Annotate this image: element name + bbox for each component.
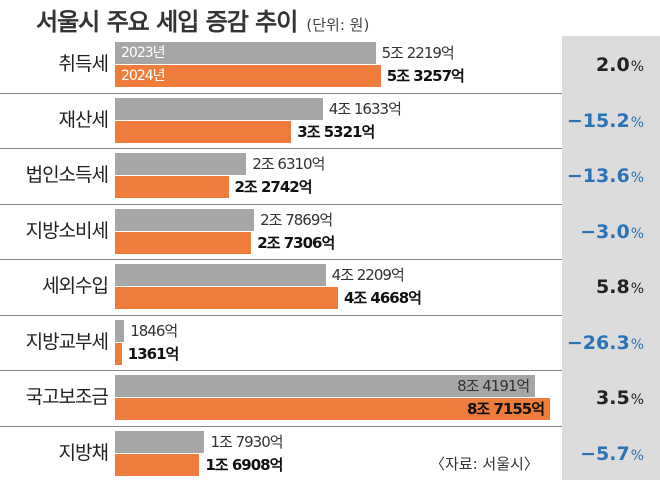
bar-2024 — [115, 287, 338, 309]
chart-title: 서울시 주요 세입 증감 추이 — [36, 8, 298, 36]
percent-sign: % — [630, 225, 644, 242]
row-divider — [0, 425, 562, 427]
legend-2024: 2024년 — [121, 68, 166, 84]
change-pct: 5.8% — [562, 275, 644, 301]
percent-sign: % — [630, 336, 644, 353]
change-value: 5.8 — [596, 276, 630, 298]
row-divider — [0, 370, 562, 371]
row-divider — [0, 259, 562, 260]
change-pct: −3.0% — [562, 220, 644, 246]
category-label: 지방교부세 — [25, 330, 109, 353]
value-label-2024: 8조 7155억 — [466, 400, 545, 418]
value-label-2024: 1조 6908억 — [205, 455, 283, 474]
change-pct: 2.0% — [562, 53, 644, 79]
change-pct: −13.6% — [562, 164, 644, 190]
category-label: 세외수입 — [42, 275, 109, 297]
value-label-2023: 2조 6310억 — [252, 155, 325, 173]
value-label-2024: 1361억 — [127, 344, 180, 363]
change-panel — [562, 36, 660, 480]
change-value: 2.0 — [596, 54, 630, 76]
change-pct: −15.2% — [562, 109, 644, 135]
value-label-2024: 4조 4668억 — [343, 289, 422, 307]
change-value: −3.0 — [580, 220, 630, 243]
bar-2023 — [115, 42, 376, 64]
row-divider — [0, 314, 562, 316]
change-value: −15.2 — [566, 109, 630, 132]
change-value: 3.5 — [596, 387, 630, 409]
percent-sign: % — [630, 114, 644, 131]
category-label: 재산세 — [58, 108, 109, 131]
percent-sign: % — [630, 392, 644, 408]
value-label-2023: 5조 2219억 — [381, 44, 455, 62]
bar-2023 — [115, 97, 323, 120]
change-value: −5.7 — [580, 442, 630, 465]
change-value: −26.3 — [566, 331, 630, 354]
category-label: 취득세 — [58, 53, 109, 75]
value-label-2023: 2조 7869억 — [260, 210, 333, 229]
row-divider — [0, 203, 562, 205]
value-label-2024: 2조 2742억 — [234, 178, 313, 196]
row-divider — [0, 148, 562, 149]
percent-sign: % — [630, 59, 644, 75]
bar-2023 — [115, 153, 247, 175]
bar-2024 — [115, 231, 252, 254]
bar-2024 — [115, 398, 550, 420]
bar-2023 — [115, 319, 125, 342]
bar-2023 — [115, 375, 536, 397]
bar-2023 — [115, 430, 205, 453]
category-label: 법인소득세 — [25, 164, 109, 186]
title-row: 서울시 주요 세입 증감 추이 (단위: 원) — [36, 2, 369, 36]
value-label-2023: 4조 1633억 — [328, 99, 402, 118]
bar-2024 — [115, 176, 229, 198]
change-pct: −26.3% — [562, 331, 644, 357]
bar-2024 — [115, 342, 122, 365]
change-pct: −5.7% — [562, 442, 644, 468]
category-label: 지방채 — [58, 441, 109, 464]
value-label-2024: 5조 3257억 — [386, 67, 465, 85]
value-label-2024: 2조 7306억 — [257, 233, 335, 252]
bar-2024 — [115, 120, 292, 143]
change-pct: 3.5% — [562, 386, 644, 412]
percent-sign: % — [630, 447, 644, 464]
value-label-2023: 4조 2209억 — [331, 266, 405, 284]
change-value: −13.6 — [566, 165, 630, 187]
value-label-2023: 1조 7930억 — [210, 432, 283, 451]
value-label-2023: 8조 4191억 — [457, 377, 530, 395]
bar-2024 — [115, 453, 200, 476]
chart-unit: (단위: 원) — [306, 16, 370, 34]
legend-2023: 2023년 — [121, 45, 166, 61]
bar-2024 — [115, 65, 381, 87]
percent-sign: % — [630, 281, 644, 297]
percent-sign: % — [630, 170, 644, 186]
source-note: 〈자료: 서울시〉 — [430, 455, 539, 473]
bar-2023 — [115, 208, 255, 231]
row-divider — [0, 92, 562, 94]
category-label: 지방소비세 — [25, 219, 109, 242]
bar-2023 — [115, 264, 326, 286]
category-label: 국고보조금 — [25, 386, 109, 408]
value-label-2023: 1846억 — [130, 321, 178, 340]
value-label-2024: 3조 5321억 — [297, 122, 375, 141]
